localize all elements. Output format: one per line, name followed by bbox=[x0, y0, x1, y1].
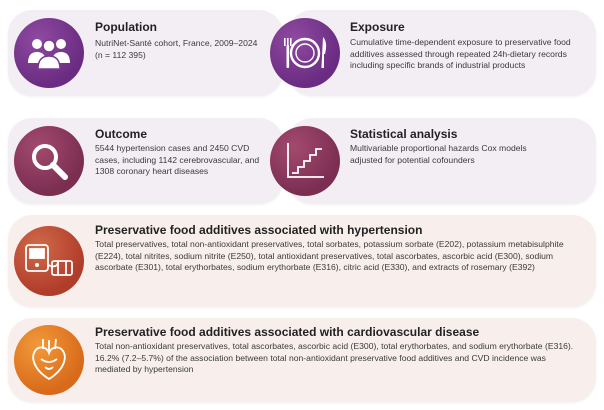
population-text: NutriNet-Santé cohort, France, 2009–2024… bbox=[95, 38, 258, 60]
plate-cutlery-icon bbox=[284, 37, 327, 69]
exposure-card: Exposure Cumulative time-dependent expos… bbox=[270, 10, 596, 96]
cvd-text: Total non-antioxidant preservatives, tot… bbox=[95, 341, 574, 375]
population-card: Population NutriNet-Santé cohort, France… bbox=[8, 10, 283, 96]
staircase-chart-icon bbox=[287, 143, 324, 178]
hypertension-icon-circle bbox=[14, 226, 84, 296]
magnifier-icon bbox=[32, 144, 68, 180]
analysis-text: Multivariable proportional hazards Cox m… bbox=[350, 143, 527, 165]
cvd-title: Preservative food additives associated w… bbox=[95, 325, 480, 339]
hypertension-title: Preservative food additives associated w… bbox=[95, 223, 423, 237]
cvd-card: Preservative food additives associated w… bbox=[8, 318, 596, 402]
analysis-icon-circle bbox=[270, 126, 340, 196]
analysis-card: Statistical analysis Multivariable propo… bbox=[270, 118, 596, 204]
exposure-title: Exposure bbox=[350, 20, 405, 34]
outcome-icon-circle bbox=[14, 126, 84, 196]
analysis-title: Statistical analysis bbox=[350, 127, 458, 141]
population-title: Population bbox=[95, 20, 157, 34]
hypertension-text: Total preservatives, total non-antioxida… bbox=[95, 239, 564, 273]
outcome-card: Outcome 5544 hypertension cases and 2450… bbox=[8, 118, 283, 204]
people-icon bbox=[28, 39, 70, 70]
population-icon-circle bbox=[14, 18, 84, 88]
blood-pressure-monitor-icon bbox=[25, 244, 73, 276]
hypertension-card: Preservative food additives associated w… bbox=[8, 215, 596, 307]
exposure-icon-circle bbox=[270, 18, 340, 88]
heart-icon bbox=[32, 338, 66, 381]
outcome-text: 5544 hypertension cases and 2450 CVD cas… bbox=[95, 143, 260, 177]
outcome-title: Outcome bbox=[95, 127, 148, 141]
exposure-text: Cumulative time-dependent exposure to pr… bbox=[350, 37, 571, 71]
cvd-icon-circle bbox=[14, 325, 84, 395]
